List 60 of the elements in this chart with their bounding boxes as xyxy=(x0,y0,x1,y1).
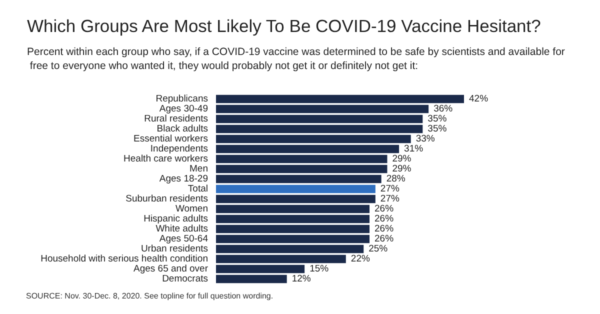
data-label: 27% xyxy=(380,194,400,204)
data-label: 29% xyxy=(392,164,412,174)
source-note: SOURCE: Nov. 30-Dec. 8, 2020. See topline for full question wording. xyxy=(26,292,274,300)
chart-title: Which Groups Are Most Likely To Be COVID-19 Vaccine Hesitant? xyxy=(27,16,542,36)
data-label: 35% xyxy=(428,124,448,134)
data-label: 36% xyxy=(434,104,454,114)
bar xyxy=(216,104,429,114)
bar xyxy=(216,234,370,244)
y-tick-label: Health care workers xyxy=(124,154,208,164)
y-tick-label: Republicans xyxy=(156,94,208,104)
data-label: 12% xyxy=(292,274,312,284)
bar xyxy=(216,244,364,254)
bar xyxy=(216,204,370,214)
y-tick-label: Democrats xyxy=(162,274,208,284)
data-label: 31% xyxy=(404,144,424,154)
data-label: 29% xyxy=(392,154,412,164)
chart-subtitle: Percent within each group who say, if a COVID-19 vaccine was determined to be safe by scientists and available for free to everyone who wanted it, they would probably not get it or definitely not get it: xyxy=(27,46,566,72)
data-label: 22% xyxy=(350,254,370,264)
y-tick-label: Urban residents xyxy=(140,244,208,254)
y-tick-label: Suburban residents xyxy=(126,194,208,204)
data-label: 26% xyxy=(374,204,394,214)
bar xyxy=(216,194,376,204)
bar xyxy=(216,174,382,184)
bar xyxy=(216,154,388,164)
bar xyxy=(216,94,464,104)
data-label: 28% xyxy=(386,174,406,184)
bar xyxy=(216,114,423,124)
bar xyxy=(216,214,370,224)
bar xyxy=(216,184,376,194)
y-tick-label: Women xyxy=(175,204,208,214)
data-label: 26% xyxy=(374,214,394,224)
data-label: 42% xyxy=(469,94,489,104)
data-label: 26% xyxy=(374,224,394,234)
bar xyxy=(216,134,411,144)
y-tick-label: Ages 50-64 xyxy=(159,234,208,244)
y-tick-label: Independents xyxy=(150,144,208,154)
bar xyxy=(216,224,370,234)
data-label: 33% xyxy=(416,134,436,144)
bar xyxy=(216,144,400,154)
bar xyxy=(216,264,305,274)
bar xyxy=(216,274,287,284)
y-tick-label: Total xyxy=(188,184,208,194)
y-tick-label: Ages 65 and over xyxy=(134,264,208,274)
y-tick-label: Hispanic adults xyxy=(144,214,208,224)
y-tick-label: Household with serious health condition xyxy=(40,254,208,264)
y-tick-label: Ages 18-29 xyxy=(159,174,208,184)
y-tick-label: Ages 30-49 xyxy=(159,104,208,114)
data-label: 15% xyxy=(310,264,330,274)
y-tick-label: Essential workers xyxy=(134,134,208,144)
y-tick-label: Rural residents xyxy=(144,114,208,124)
bar xyxy=(216,254,346,264)
data-label: 25% xyxy=(368,244,388,254)
bar xyxy=(216,164,388,174)
y-tick-label: White adults xyxy=(156,224,208,234)
bar xyxy=(216,124,423,134)
data-label: 27% xyxy=(380,184,400,194)
y-tick-label: Men xyxy=(190,164,208,174)
y-tick-label: Black adults xyxy=(156,124,208,134)
data-label: 26% xyxy=(374,234,394,244)
data-label: 35% xyxy=(428,114,448,124)
